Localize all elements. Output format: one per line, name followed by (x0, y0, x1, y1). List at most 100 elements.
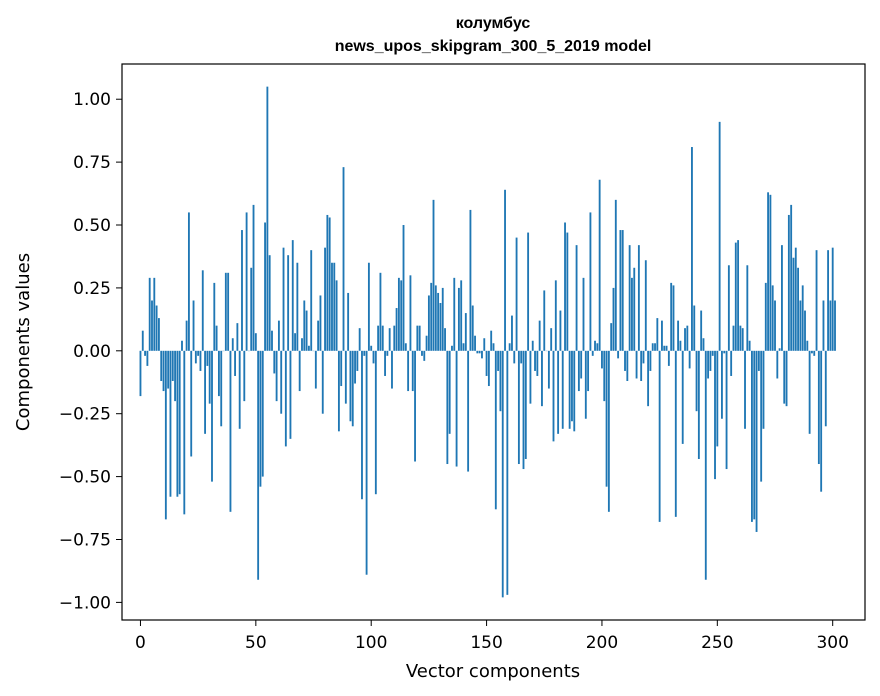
bar (587, 350, 590, 392)
bar (197, 350, 200, 356)
bar (460, 280, 463, 351)
y-tick-label: −0.75 (59, 530, 111, 550)
bar (404, 343, 407, 351)
bar (822, 300, 825, 351)
bar (658, 350, 661, 522)
bar (178, 350, 181, 495)
bar (513, 350, 516, 364)
y-axis: −1.00 −0.75 −0.50 −0.25 0.00 0.25 0.50 0.75 1.00 (59, 90, 122, 613)
bar (501, 350, 504, 598)
bar (416, 325, 419, 351)
bar (517, 350, 520, 465)
bar (215, 325, 218, 351)
bar (721, 350, 723, 419)
bar (333, 262, 336, 351)
bar (529, 350, 532, 404)
bar (407, 350, 410, 392)
bar (185, 320, 188, 351)
bar (310, 250, 313, 351)
bar (656, 318, 659, 351)
bar (626, 350, 629, 381)
y-tick-label: 1.00 (73, 90, 111, 110)
bar (187, 212, 190, 351)
bar (485, 350, 488, 376)
bar (536, 350, 539, 376)
bar (418, 325, 421, 351)
bar (621, 230, 624, 351)
bar (575, 245, 578, 351)
bars-group (139, 86, 836, 598)
bar (441, 287, 444, 351)
bar (282, 247, 285, 351)
bar (792, 257, 795, 351)
bar (757, 350, 760, 371)
x-tick-label: 200 (586, 633, 618, 653)
bar (725, 350, 728, 470)
bar (356, 350, 359, 371)
bar (697, 350, 700, 459)
bar (582, 277, 585, 351)
bar (531, 340, 534, 351)
bar (303, 300, 306, 351)
bar (381, 325, 384, 351)
x-tick-label: 300 (816, 633, 848, 653)
bar (684, 328, 686, 351)
y-tick-label: −0.50 (59, 468, 111, 488)
bar (674, 350, 677, 517)
bar (227, 272, 230, 351)
bar (331, 262, 333, 351)
bar (305, 310, 308, 351)
bar (598, 179, 601, 351)
bar (527, 232, 530, 351)
bar (787, 214, 790, 351)
bar (665, 345, 668, 351)
bar (522, 350, 525, 470)
bar (612, 287, 615, 351)
x-tick-label: 50 (245, 633, 267, 653)
bar (730, 350, 733, 376)
bar (296, 262, 299, 351)
bar (651, 343, 654, 351)
bar (397, 277, 400, 351)
bar (474, 335, 476, 351)
bar (564, 222, 566, 351)
bar (294, 333, 296, 351)
bar (174, 350, 176, 402)
bar (457, 287, 460, 351)
bar (584, 350, 587, 419)
bar (427, 295, 430, 351)
bar (264, 222, 266, 351)
bar (372, 350, 375, 364)
bar (607, 350, 610, 512)
bar (448, 350, 451, 434)
bar (250, 267, 253, 351)
bar (402, 225, 405, 351)
y-tick-label: −1.00 (59, 593, 111, 613)
bar (667, 350, 670, 366)
bar (183, 350, 186, 515)
chart-subtitle: news_upos_skipgram_300_5_2019 model (335, 38, 652, 55)
bar (257, 350, 260, 580)
x-tick-label: 250 (701, 633, 733, 653)
bar (374, 350, 377, 495)
bar (737, 240, 740, 351)
bar (169, 350, 172, 497)
bar (603, 350, 606, 402)
bar (439, 303, 442, 351)
bar (494, 350, 497, 510)
bar (284, 350, 287, 447)
bar (471, 305, 474, 351)
y-axis-label: Components values (13, 253, 34, 431)
bar (681, 350, 684, 444)
bar (280, 350, 283, 414)
bar (162, 350, 165, 392)
bar (573, 350, 576, 432)
bar (557, 350, 560, 434)
bar (568, 350, 571, 429)
bar (158, 318, 160, 351)
bar (324, 247, 326, 351)
bar (552, 350, 555, 442)
bar (571, 350, 573, 422)
bar (610, 323, 613, 351)
bar (367, 262, 370, 351)
